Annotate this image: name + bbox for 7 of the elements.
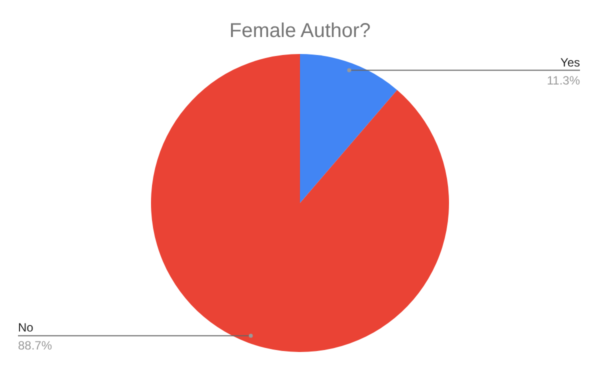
data-label: 88.7% (18, 338, 52, 353)
slice-label: No (18, 320, 34, 335)
pie-slice (151, 54, 449, 352)
slice-label: Yes (560, 55, 580, 70)
chart-title: Female Author? (229, 20, 371, 42)
pie-slice (300, 54, 398, 203)
data-label: 11.3% (546, 73, 580, 88)
